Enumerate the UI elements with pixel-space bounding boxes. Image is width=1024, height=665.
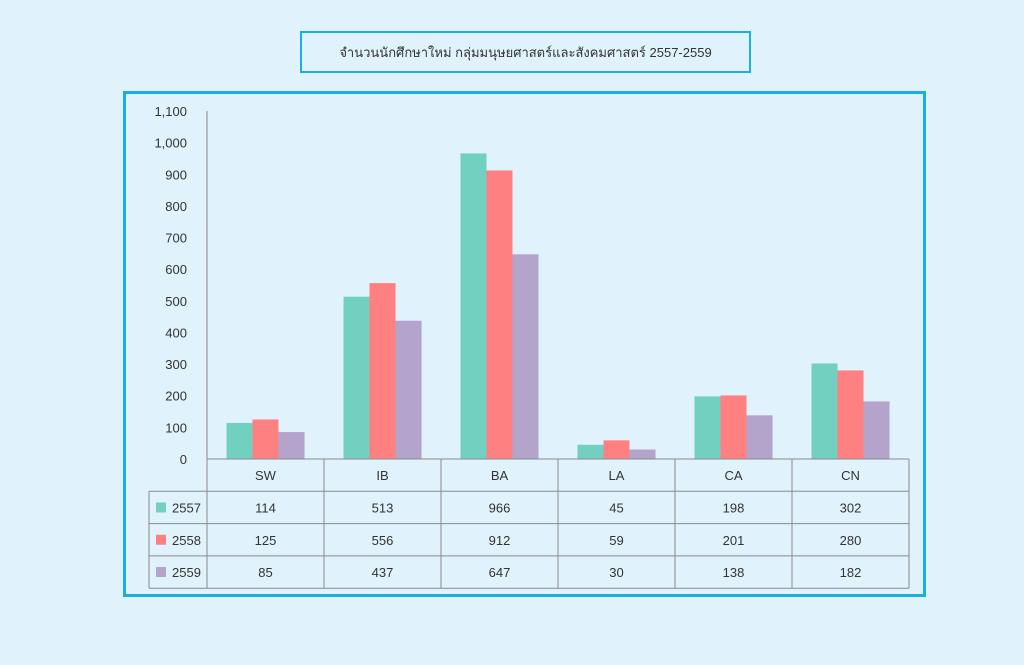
bar-2559-ba: [512, 254, 539, 459]
x-tick-label: IB: [376, 468, 388, 483]
legend-swatch-2559: [156, 567, 166, 578]
y-tick-label: 400: [165, 325, 187, 340]
bar-2558-ib: [369, 283, 396, 459]
bar-2558-ba: [486, 170, 513, 459]
data-label: 114: [255, 500, 276, 515]
chart-frame: [123, 91, 926, 597]
data-label: 280: [840, 533, 862, 548]
data-label: 201: [723, 533, 745, 548]
legend-label-2557: 2557: [172, 500, 201, 515]
data-label: 138: [723, 565, 745, 580]
y-tick-label: 300: [165, 357, 187, 372]
bar-2559-la: [629, 449, 656, 459]
data-label: 302: [840, 500, 862, 515]
data-label: 198: [723, 500, 745, 515]
data-label: 556: [372, 533, 394, 548]
data-label: 647: [489, 565, 511, 580]
bar-2557-ib: [343, 296, 370, 459]
data-label: 30: [609, 565, 623, 580]
y-tick-label: 500: [165, 294, 187, 309]
y-tick-label: 800: [165, 199, 187, 214]
bar-2557-sw: [226, 422, 253, 459]
legend-swatch-2557: [156, 502, 166, 513]
data-label: 85: [258, 565, 272, 580]
y-tick-label: 600: [165, 262, 187, 277]
data-label: 513: [372, 500, 394, 515]
data-label: 125: [255, 533, 277, 548]
legend-swatch-2558: [156, 534, 166, 545]
bar-2559-cn: [863, 401, 890, 459]
y-tick-label: 1,000: [154, 136, 187, 151]
y-tick-label: 1,100: [154, 104, 187, 119]
y-tick-label: 700: [165, 231, 187, 246]
x-tick-label: LA: [609, 468, 625, 483]
y-tick-label: 900: [165, 167, 187, 182]
bar-2558-la: [603, 440, 630, 459]
data-label: 966: [489, 500, 511, 515]
bar-2559-sw: [278, 432, 305, 459]
data-label: 59: [609, 533, 623, 548]
bar-2557-la: [577, 444, 604, 459]
bar-2557-ca: [694, 396, 721, 459]
bar-2558-cn: [837, 370, 864, 459]
data-label: 437: [372, 565, 394, 580]
y-tick-label: 200: [165, 389, 187, 404]
bar-2558-sw: [252, 419, 279, 459]
bar-2559-ca: [746, 415, 773, 459]
bar-2557-ba: [460, 153, 487, 459]
bar-2558-ca: [720, 395, 747, 459]
data-label: 45: [609, 500, 623, 515]
chart-title: จำนวนนักศึกษาใหม่ กลุ่มมนุษยศาสตร์และสัง…: [300, 31, 751, 73]
bar-2557-cn: [811, 363, 838, 459]
bar-2559-ib: [395, 320, 422, 459]
legend-label-2558: 2558: [172, 533, 201, 548]
x-tick-label: CN: [841, 468, 860, 483]
legend-label-2559: 2559: [172, 565, 201, 580]
x-tick-label: CA: [724, 468, 742, 483]
x-tick-label: BA: [491, 468, 509, 483]
y-tick-label: 0: [180, 452, 187, 467]
data-label: 182: [840, 565, 862, 580]
data-label: 912: [489, 533, 511, 548]
x-tick-label: SW: [255, 468, 277, 483]
y-tick-label: 100: [165, 420, 187, 435]
